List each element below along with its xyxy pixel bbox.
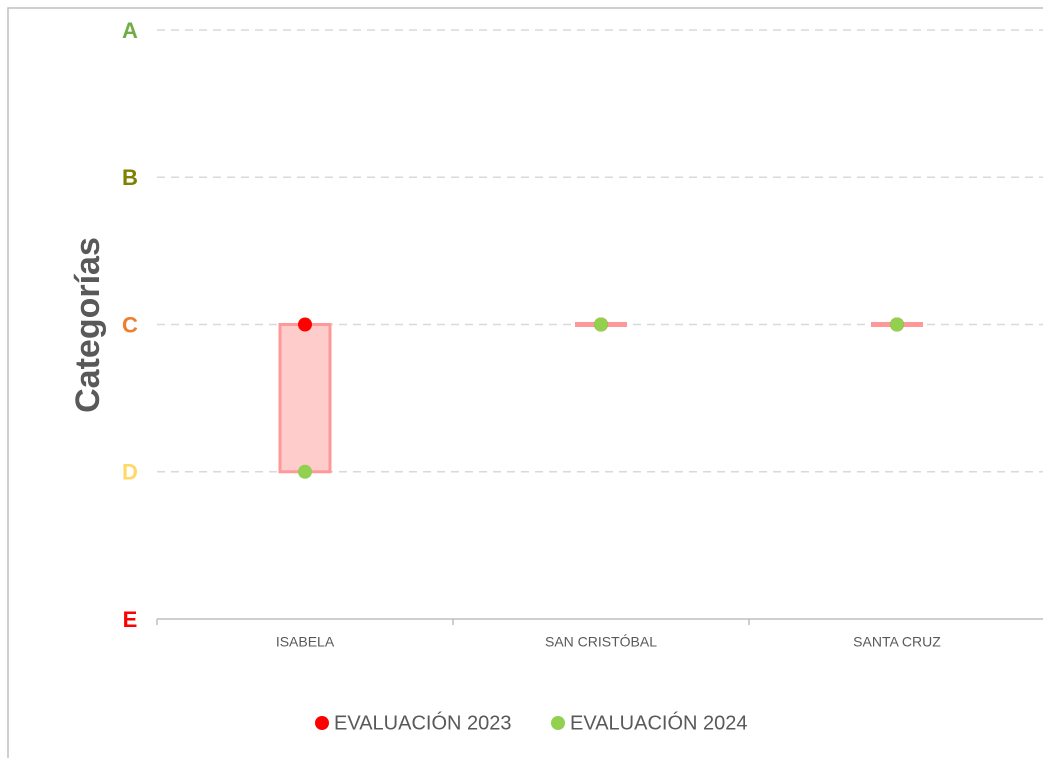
dot: [298, 317, 312, 332]
x-tick-label: ISABELA: [276, 634, 335, 650]
y-tick-label: A: [122, 18, 138, 43]
legend-label: EVALUACIÓN 2023: [334, 711, 512, 734]
legend-marker: [315, 716, 329, 730]
dot: [594, 317, 608, 332]
legend-label: EVALUACIÓN 2024: [570, 711, 748, 734]
y-axis-label: Categorías: [69, 237, 107, 413]
y-tick-label: B: [122, 165, 138, 190]
legend-marker: [551, 716, 565, 730]
y-tick-label: D: [122, 460, 138, 485]
range-box: [278, 323, 332, 474]
y-tick-label: E: [123, 607, 138, 632]
x-tick-label: SANTA CRUZ: [853, 634, 941, 650]
dot: [298, 464, 312, 479]
dot: [890, 317, 904, 332]
chart-border: [7, 7, 1043, 758]
x-tick-label: SAN CRISTÓBAL: [545, 634, 657, 650]
y-tick-label: C: [122, 312, 138, 337]
